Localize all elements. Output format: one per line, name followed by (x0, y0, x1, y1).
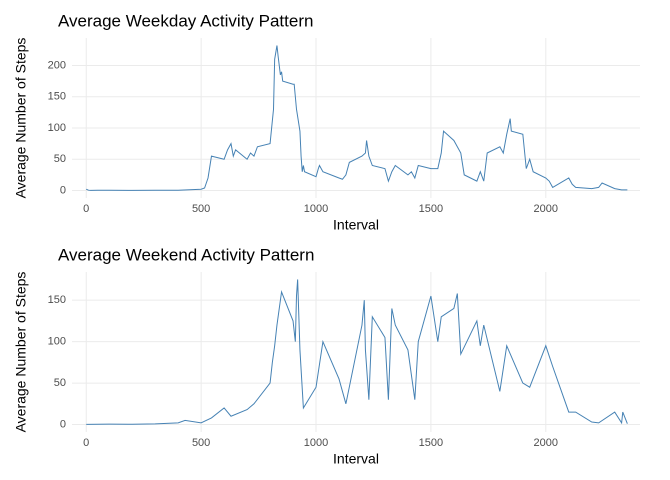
y-tick-label: 0 (60, 184, 66, 196)
x-axis-title: Interval (333, 451, 379, 467)
data-line (86, 45, 628, 191)
x-axis-title: Interval (333, 217, 379, 233)
x-tick-label: 1000 (304, 437, 328, 449)
x-tick-label: 0 (83, 437, 89, 449)
y-axis-title: Average Number of Steps (13, 38, 29, 199)
y-tick-label: 150 (48, 91, 66, 103)
y-tick-label: 100 (48, 122, 66, 134)
x-tick-label: 1500 (419, 437, 443, 449)
x-tick-label: 1500 (419, 203, 443, 215)
x-tick-label: 0 (83, 203, 89, 215)
chart-title: Average Weekend Activity Pattern (58, 245, 314, 264)
chart-title: Average Weekday Activity Pattern (58, 11, 313, 30)
y-tick-label: 50 (54, 153, 66, 165)
data-line (86, 279, 628, 425)
x-tick-label: 2000 (534, 203, 558, 215)
y-tick-label: 50 (54, 377, 66, 389)
y-axis-title: Average Number of Steps (13, 272, 29, 433)
y-tick-label: 0 (60, 418, 66, 430)
x-tick-label: 500 (192, 437, 210, 449)
y-tick-label: 150 (48, 294, 66, 306)
x-tick-label: 1000 (304, 203, 328, 215)
y-tick-label: 200 (48, 59, 66, 71)
x-tick-label: 2000 (534, 437, 558, 449)
x-tick-label: 500 (192, 203, 210, 215)
y-tick-label: 100 (48, 336, 66, 348)
